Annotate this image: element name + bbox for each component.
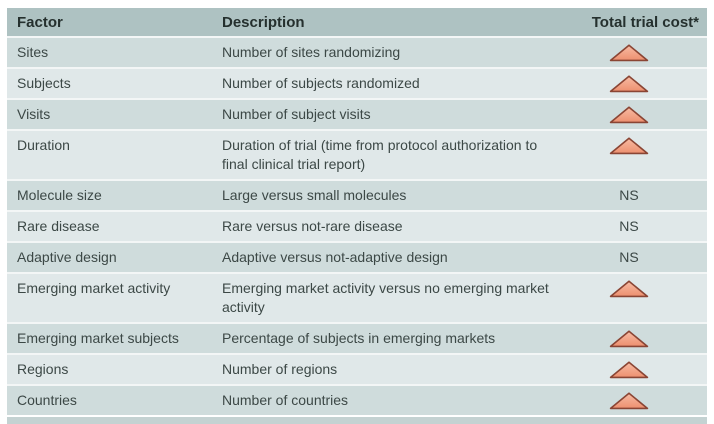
- table-row-regions: Regions Number of regions: [7, 353, 707, 384]
- factor-cell: Emerging market activity: [17, 280, 171, 296]
- table-row-adaptive-design: Adaptive design Adaptive versus not-adap…: [7, 241, 707, 272]
- table-row-subjects: Subjects Number of subjects randomized: [7, 67, 707, 98]
- column-header-description: Description: [222, 13, 305, 31]
- factor-cell: Sites: [17, 44, 49, 60]
- description-cell: Adaptive versus not-adaptive design: [222, 249, 448, 265]
- table-row-emerging-market-activity: Emerging market activity Emerging market…: [7, 272, 707, 322]
- factor-cell: Regions: [17, 361, 69, 377]
- cost-increase-triangle-icon: [609, 280, 649, 298]
- column-header-total-trial-cost: Total trial cost*: [591, 14, 699, 31]
- cost-cell: [557, 355, 707, 384]
- cost-cell: [557, 100, 707, 129]
- cost-cell: [557, 131, 707, 179]
- cost-increase-triangle-icon: [609, 44, 649, 62]
- description-cell: Number of subject visits: [222, 106, 371, 122]
- description-cell: Number of countries: [222, 392, 349, 408]
- table-header-row: Factor Description Total trial cost*: [7, 8, 707, 36]
- description-cell: Emerging market activity versus no emerg…: [222, 280, 549, 315]
- description-cell: Duration of trial (time from protocol au…: [222, 137, 538, 172]
- cost-increase-triangle-icon: [609, 137, 649, 155]
- cost-cell: [557, 274, 707, 322]
- description-cell: Number of regions: [222, 361, 338, 377]
- cost-cell: NS: [619, 187, 639, 203]
- table-row-visits: Visits Number of subject visits: [7, 98, 707, 129]
- factor-cell: Molecule size: [17, 187, 102, 203]
- factor-cell: Adaptive design: [17, 249, 117, 265]
- cost-cell: NS: [619, 218, 639, 234]
- description-cell: Number of sites randomizing: [222, 44, 401, 60]
- cost-cell: [557, 386, 707, 415]
- cost-increase-triangle-icon: [609, 75, 649, 93]
- cost-cell: [557, 69, 707, 98]
- factor-cell: Visits: [17, 106, 51, 122]
- description-cell: Large versus small molecules: [222, 187, 407, 203]
- factor-cell: Countries: [17, 392, 77, 408]
- table-bottom-border-bar: [7, 417, 707, 424]
- description-cell: Number of subjects randomized: [222, 75, 420, 91]
- cost-increase-triangle-icon: [609, 106, 649, 124]
- description-cell: Percentage of subjects in emerging marke…: [222, 330, 496, 346]
- cost-cell: [557, 38, 707, 67]
- cost-cell: NS: [619, 249, 639, 265]
- table-row-duration: Duration Duration of trial (time from pr…: [7, 129, 707, 179]
- cost-cell: [557, 324, 707, 353]
- table-row-rare-disease: Rare disease Rare versus not-rare diseas…: [7, 210, 707, 241]
- factor-cell: Rare disease: [17, 218, 100, 234]
- cost-increase-triangle-icon: [609, 330, 649, 348]
- table-row-sites: Sites Number of sites randomizing: [7, 36, 707, 67]
- factors-cost-table: Factor Description Total trial cost* Sit…: [7, 8, 707, 424]
- description-cell: Rare versus not-rare disease: [222, 218, 403, 234]
- table-row-countries: Countries Number of countries: [7, 384, 707, 415]
- factor-cell: Emerging market subjects: [17, 330, 179, 346]
- table-row-emerging-market-subjects: Emerging market subjects Percentage of s…: [7, 322, 707, 353]
- factor-cell: Subjects: [17, 75, 71, 91]
- column-header-factor: Factor: [17, 13, 63, 31]
- cost-increase-triangle-icon: [609, 392, 649, 410]
- factor-cell: Duration: [17, 137, 70, 153]
- table-row-molecule-size: Molecule size Large versus small molecul…: [7, 179, 707, 210]
- cost-increase-triangle-icon: [609, 361, 649, 379]
